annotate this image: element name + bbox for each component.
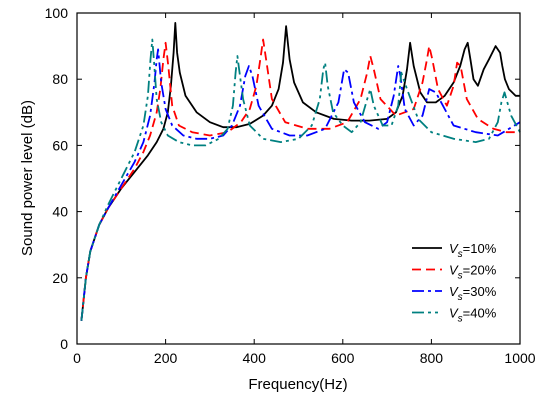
legend-label-subscript: s (458, 314, 463, 325)
legend-label-2: Vs=20% (449, 263, 497, 282)
series-layer (80, 21, 521, 321)
y-axis-title: Sound power level (dB) (19, 100, 36, 256)
y-tick-label-0: 0 (60, 336, 68, 352)
legend-label-subscript: s (458, 249, 463, 260)
series-line-2 (80, 38, 520, 321)
legend-label-1: Vs=10% (449, 241, 497, 260)
legend-label-symbol: V (449, 284, 459, 299)
y-tick-label-4: 80 (52, 71, 68, 87)
plot-background (77, 13, 520, 344)
legend-label-3: Vs=30% (449, 284, 497, 303)
legend-label-symbol: V (449, 306, 459, 321)
legend-label-symbol: V (449, 263, 459, 278)
legend-label-value: =30% (463, 284, 497, 299)
legend-label-value: =20% (463, 263, 497, 278)
plot-frame (76, 12, 521, 345)
y-tick-label-2: 40 (52, 204, 68, 220)
x-tick-label-5: 1000 (504, 350, 535, 366)
legend-label-4: Vs=40% (449, 306, 497, 325)
x-tick-label-0: 0 (73, 350, 81, 366)
x-tick-label-2: 400 (243, 350, 267, 366)
y-tick-label-1: 20 (52, 270, 68, 286)
legend-label-value: =40% (463, 306, 497, 321)
y-tick-label-5: 100 (45, 5, 69, 21)
tick-layer: 0 200 400 600 800 1000 0 20 40 60 80 100 (45, 5, 536, 366)
legend-label-value: =10% (463, 241, 497, 256)
legend-label-subscript: s (458, 271, 463, 282)
series-line-4 (80, 38, 521, 321)
y-tick-label-3: 60 (52, 137, 68, 153)
x-tick-label-3: 600 (331, 350, 355, 366)
x-tick-label-4: 800 (420, 350, 444, 366)
x-tick-label-1: 200 (154, 350, 178, 366)
series-line-3 (80, 48, 521, 321)
legend: Vs=10%Vs=20%Vs=30%Vs=40% (412, 241, 497, 325)
legend-label-subscript: s (458, 292, 463, 303)
x-axis-title: Frequency(Hz) (248, 376, 347, 393)
legend-label-symbol: V (449, 241, 459, 256)
